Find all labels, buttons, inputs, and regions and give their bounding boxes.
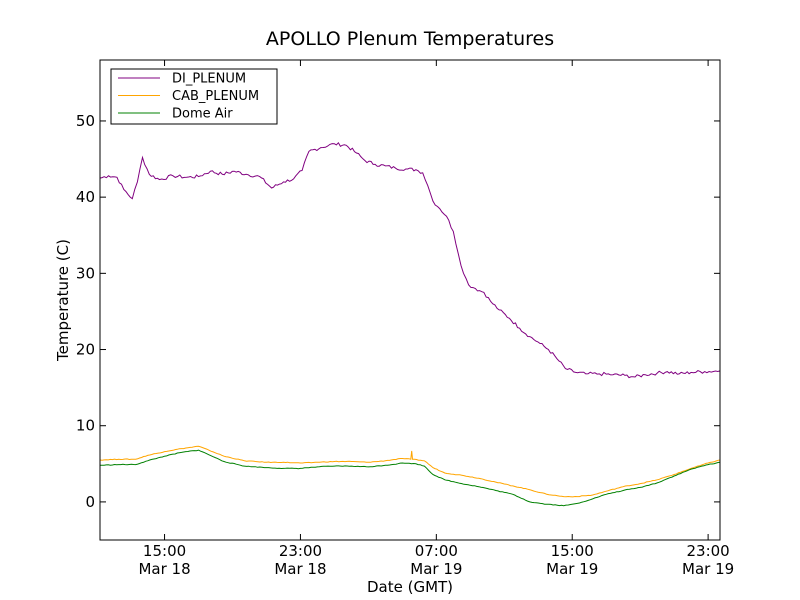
y-tick-label: 50 [76, 112, 95, 130]
legend-label-cab-plenum: CAB_PLENUM [172, 89, 259, 104]
x-tick-time-label: 15:00 [551, 542, 594, 560]
y-tick-label: 30 [76, 264, 95, 282]
series-layer [99, 141, 721, 507]
x-tick-time-label: 23:00 [686, 542, 729, 560]
x-tick-time-label: 23:00 [279, 542, 322, 560]
legend-label-dome-air: Dome Air [172, 107, 233, 122]
y-tick-label: 0 [85, 493, 95, 511]
y-tick-label: 20 [76, 341, 95, 359]
x-tick-date-label: Mar 18 [274, 560, 326, 578]
x-tick-date-label: Mar 19 [410, 560, 462, 578]
x-tick-date-label: Mar 18 [138, 560, 190, 578]
series-line-di-plenum [99, 141, 721, 379]
x-tick-time-label: 07:00 [415, 542, 458, 560]
series-line-dome-air [99, 449, 721, 507]
y-tick-label: 40 [76, 188, 95, 206]
y-axis-label: Temperature (C) [54, 239, 72, 362]
series-line-cab-plenum [99, 445, 721, 498]
x-axis-label: Date (GMT) [367, 578, 453, 596]
x-tick-date-label: Mar 19 [546, 560, 598, 578]
y-tick-label: 10 [76, 417, 95, 435]
plot-area-frame [99, 59, 721, 541]
chart-title: APOLLO Plenum Temperatures [266, 28, 554, 50]
x-tick-time-label: 15:00 [143, 542, 186, 560]
legend: DI_PLENUM CAB_PLENUM Dome Air [110, 68, 278, 125]
legend-label-di-plenum: DI_PLENUM [172, 72, 246, 87]
x-tick-date-label: Mar 19 [682, 560, 734, 578]
